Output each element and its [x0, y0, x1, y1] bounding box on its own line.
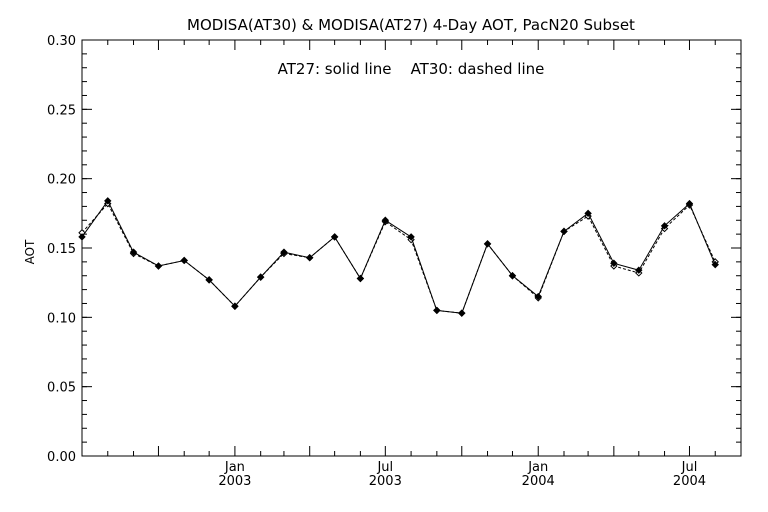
x-tick-year-label: 2003 — [369, 474, 402, 489]
data-point-at27 — [711, 260, 719, 269]
data-point-at27 — [685, 199, 694, 208]
data-point-at27 — [330, 233, 339, 241]
axis-ticks: 0.000.050.100.150.200.250.30Jan2003Jul20… — [47, 34, 741, 489]
data-point-at27 — [129, 248, 138, 256]
data-point-at27 — [483, 240, 492, 248]
series-at30 — [78, 199, 719, 317]
x-tick-month-label: Jan — [224, 460, 245, 475]
x-tick-year-label: 2004 — [673, 474, 706, 489]
data-point-at27 — [610, 259, 618, 267]
data-point-at27 — [356, 274, 365, 283]
series-layer — [78, 197, 719, 317]
data-point-at27 — [381, 216, 390, 224]
x-tick-month-label: Jan — [527, 460, 548, 475]
series-at27 — [78, 197, 719, 317]
x-tick-year-label: 2004 — [522, 474, 555, 489]
data-point-at27 — [205, 276, 213, 284]
y-tick-label: 0.15 — [47, 242, 76, 257]
series-line-at30 — [81, 202, 716, 314]
chart-title: MODISA(AT30) & MODISA(AT27) 4-Day AOT, P… — [187, 16, 635, 34]
y-tick-label: 0.30 — [47, 34, 76, 49]
data-point-at27 — [584, 209, 592, 218]
data-point-at27 — [433, 306, 441, 315]
y-axis-label: AOT — [23, 239, 37, 264]
x-tick-month-label: Jul — [376, 460, 393, 475]
data-point-at27 — [154, 262, 163, 270]
data-point-at27 — [104, 197, 112, 205]
y-tick-label: 0.00 — [47, 450, 76, 465]
x-tick-year-label: 2003 — [218, 474, 251, 489]
y-tick-label: 0.05 — [47, 381, 76, 396]
data-point-at27 — [458, 309, 466, 317]
y-tick-label: 0.20 — [47, 173, 76, 188]
line-style-annotation: AT27: solid line AT30: dashed line — [278, 60, 545, 78]
data-point-at27 — [508, 272, 517, 280]
data-point-at27 — [305, 253, 314, 262]
data-point-at27 — [280, 248, 288, 256]
plot-frame — [81, 39, 742, 457]
data-point-at27 — [560, 227, 568, 236]
data-point-at27 — [78, 233, 86, 241]
data-point-at27 — [180, 256, 188, 265]
x-tick-month-label: Jul — [681, 460, 698, 475]
series-line-at27 — [81, 199, 716, 314]
data-point-at27 — [256, 273, 265, 281]
data-point-at27 — [660, 222, 669, 230]
data-point-at27 — [534, 292, 542, 301]
y-tick-label: 0.25 — [47, 103, 76, 118]
data-point-at27 — [635, 266, 643, 274]
data-point-at27 — [407, 233, 415, 241]
y-tick-label: 0.10 — [47, 311, 76, 326]
data-point-at27 — [231, 302, 239, 310]
